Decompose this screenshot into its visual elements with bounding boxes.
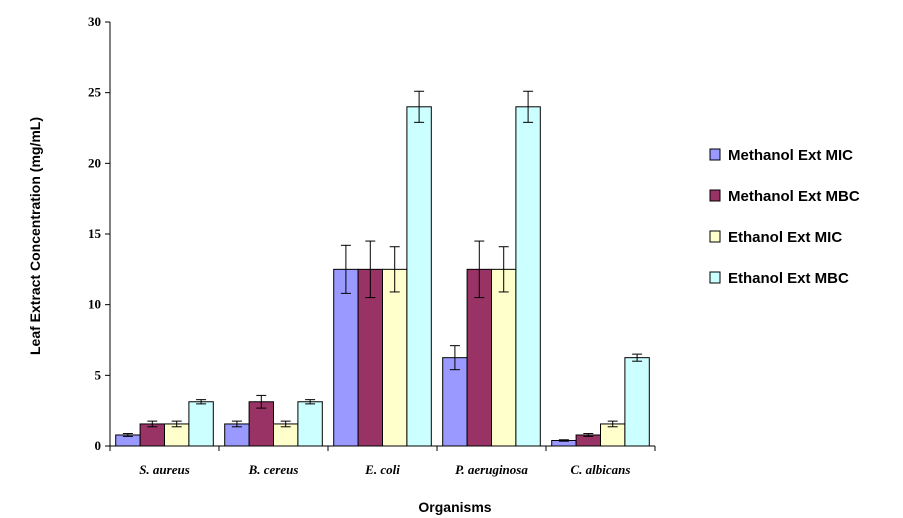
x-tick-label: E. coli [364, 462, 400, 477]
bar-ethanol-ext-mbc-s-aureus [188, 401, 214, 447]
bar-methanol-ext-mic-e-coli [333, 268, 359, 447]
y-tick-label: 30 [88, 14, 101, 29]
legend-item-ethanol-ext-mic: Ethanol Ext MIC [709, 229, 842, 246]
legend-label: Ethanol Ext MBC [728, 270, 849, 287]
legend-item-ethanol-ext-mbc: Ethanol Ext MBC [709, 270, 849, 287]
bar-ethanol-ext-mbc-c-albicans [624, 357, 650, 447]
error-bar [498, 246, 509, 293]
error-bar [147, 420, 158, 428]
y-tick-label: 25 [88, 85, 102, 100]
x-tick-label: C. albicans [571, 462, 631, 477]
legend-swatch [709, 148, 721, 161]
error-bar [305, 399, 316, 405]
bar-ethanol-ext-mic-e-coli [382, 268, 408, 447]
error-bar [231, 420, 242, 428]
bar-ethanol-ext-mbc-e-coli [406, 106, 432, 447]
error-bar [280, 420, 291, 428]
legend-item-methanol-ext-mic: Methanol Ext MIC [709, 147, 853, 164]
x-tick-label: B. cereus [248, 462, 299, 477]
error-bars [122, 90, 643, 442]
error-bar [365, 240, 376, 299]
error-bar [583, 433, 594, 437]
legend-label: Methanol Ext MBC [728, 188, 860, 205]
legend-swatch [709, 271, 721, 284]
error-bar [414, 90, 425, 123]
y-axis-ticks: 0 5 10 15 20 25 30 [88, 14, 110, 453]
error-bar [389, 246, 400, 293]
error-bar [256, 394, 267, 409]
x-axis-title: Organisms [418, 499, 491, 515]
error-bar [474, 240, 485, 299]
y-tick-label: 0 [95, 438, 102, 453]
error-bar [632, 353, 643, 362]
bar-ethanol-ext-mbc-b-cereus [297, 401, 323, 447]
error-bar [196, 399, 207, 405]
x-axis-ticks: S. aureus B. cereus E. coli P. aeruginosa C.… [109, 446, 656, 477]
legend-item-methanol-ext-mbc: Methanol Ext MBC [709, 188, 860, 205]
bar-ethanol-ext-mbc-p-aeruginosa [515, 106, 541, 447]
error-bar [171, 420, 182, 428]
x-tick-label: P. aeruginosa [455, 462, 528, 477]
y-tick-label: 20 [88, 155, 101, 170]
legend: Methanol Ext MIC Methanol Ext MBC Ethanol … [709, 147, 860, 287]
bar-ethanol-ext-mic-p-aeruginosa [491, 268, 517, 447]
y-tick-label: 5 [95, 367, 102, 382]
error-bar [449, 345, 460, 371]
bars [115, 106, 650, 447]
error-bar [340, 244, 351, 294]
y-tick-label: 10 [88, 297, 101, 312]
legend-swatch [709, 189, 721, 202]
legend-label: Methanol Ext MIC [728, 147, 853, 164]
error-bar [558, 439, 569, 442]
error-bar [122, 433, 133, 437]
legend-label: Ethanol Ext MIC [728, 229, 842, 246]
error-bar [607, 420, 618, 428]
error-bar [523, 90, 534, 123]
bar-methanol-ext-mic-p-aeruginosa [442, 357, 468, 447]
y-tick-label: 15 [88, 226, 102, 241]
x-tick-label: S. aureus [139, 462, 190, 477]
legend-swatch [709, 230, 721, 243]
y-axis-title: Leaf Extract Concentration (mg/mL) [27, 117, 43, 355]
